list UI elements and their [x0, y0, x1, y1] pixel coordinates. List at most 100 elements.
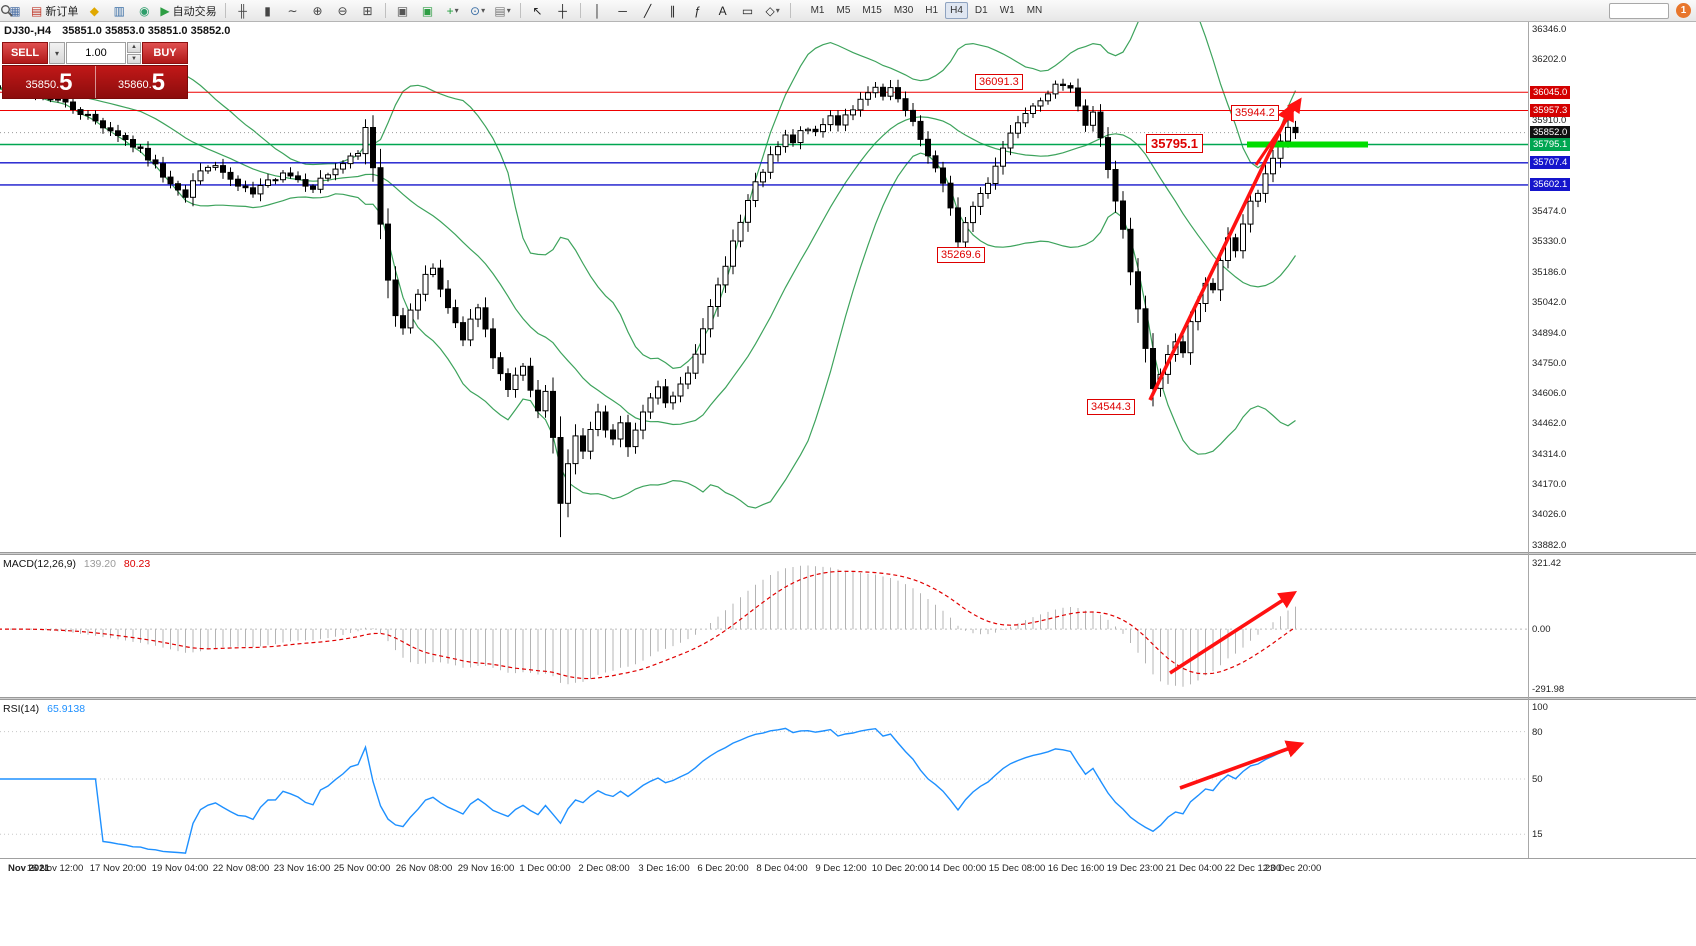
refresh-button[interactable]: ◉ — [132, 1, 156, 21]
macd-panel[interactable] — [0, 555, 1528, 697]
fibonacci-button[interactable]: ƒ — [686, 1, 710, 21]
zoom-in-button[interactable]: ⊕ — [306, 1, 330, 21]
macd-axis-label: -291.98 — [1532, 684, 1565, 696]
period-button[interactable]: ⊙ ▾ — [466, 1, 490, 21]
trendline-icon: ╱ — [643, 3, 652, 18]
macd-panel-separator[interactable] — [0, 552, 1696, 555]
lot-dropdown-icon[interactable]: ▾ — [49, 42, 65, 64]
rsi-panel[interactable] — [0, 700, 1528, 858]
buy-button[interactable]: BUY — [142, 42, 188, 64]
crosshair-button[interactable]: ┼ — [551, 1, 575, 21]
price-callout[interactable]: 35795.1 — [1146, 134, 1203, 153]
time-axis[interactable]: Nov 2021 16 Nov 12:00 17 Nov 20:00 19 Nov 0… — [0, 858, 1696, 879]
shapes-button[interactable]: ◇ ▾ — [761, 1, 785, 21]
price-callout[interactable]: 35269.6 — [937, 247, 985, 263]
rsi-value: 65.9138 — [47, 703, 86, 715]
toolbar: ▦ ▤ 新订单 ◆ ▥ ◉ ▶ 自动交易 ╫ ▮ ∼ ⊕ ⊖ ⊞ ▣ ▣ + ▾ ⊙ ▾ ▤ ▾ ↖ ┼ │ ─ ╱ ∥ ƒ A ▭ ◇ ▾ M1… — [0, 0, 1696, 22]
lot-increase-icon[interactable]: ▲ — [127, 42, 141, 53]
timeframe-m5[interactable]: M5 — [831, 2, 855, 19]
channel-button[interactable]: ∥ — [661, 1, 685, 21]
chart-window-button[interactable]: ▦ — [3, 1, 27, 21]
notification-badge[interactable]: 1 — [1676, 3, 1691, 18]
buy-price-small: 35860. — [117, 79, 152, 91]
price-axis-label: 35910.0 — [1532, 114, 1567, 126]
vertical-line-icon: │ — [593, 3, 602, 18]
chart-window-icon: ▦ — [9, 3, 21, 18]
price-axis[interactable]: 36346.0 36202.0 35910.0 35474.0 35330.0 35186… — [1529, 22, 1696, 858]
one-click-trading-panel: SELL ▾ ▲ ▼ BUY 35850. 5 35860. 5 — [2, 42, 188, 99]
time-axis-label: 16 Dec 16:00 — [1047, 863, 1105, 874]
vertical-line-button[interactable]: │ — [586, 1, 610, 21]
macd-main-value: 139.20 — [83, 558, 116, 570]
sell-price-big: 5 — [59, 69, 73, 96]
price-callout[interactable]: 36091.3 — [975, 74, 1023, 90]
trend-arrow[interactable] — [1148, 102, 1294, 401]
timeframe-w1[interactable]: W1 — [995, 2, 1020, 19]
macd-signal-value: 80.23 — [123, 558, 151, 570]
zoom-out-button[interactable]: ⊖ — [331, 1, 355, 21]
bar-chart-button[interactable]: ╫ — [231, 1, 255, 21]
price-axis-badge: 35852.0 — [1530, 126, 1571, 140]
trend-arrow[interactable] — [1254, 97, 1302, 166]
timeframe-d1[interactable]: D1 — [970, 2, 993, 19]
price-axis-label: 35186.0 — [1532, 266, 1567, 278]
sell-button[interactable]: SELL — [2, 42, 48, 64]
search-box — [1, 2, 1669, 19]
rsi-panel-separator[interactable] — [0, 697, 1696, 700]
time-axis-label: 21 Dec 04:00 — [1165, 863, 1223, 874]
sell-price[interactable]: 35850. 5 — [3, 66, 95, 98]
autotrading-button[interactable]: ▶ 自动交易 — [157, 1, 219, 21]
rsi-line — [0, 727, 1296, 854]
price-axis-badge: 35795.1 — [1530, 138, 1571, 151]
time-axis-label: 19 Nov 04:00 — [151, 863, 209, 874]
buy-price[interactable]: 35860. 5 — [95, 66, 187, 98]
timeframe-h1[interactable]: H1 — [920, 2, 943, 19]
template-icon: ▤ — [494, 3, 506, 18]
lot-decrease-icon[interactable]: ▼ — [127, 53, 141, 64]
text-button[interactable]: A — [711, 1, 735, 21]
template-button[interactable]: ▤ ▾ — [491, 1, 515, 21]
price-axis-badge: 35957.3 — [1530, 104, 1571, 117]
timeframe-h4[interactable]: H4 — [945, 2, 968, 19]
horizontal-line-button[interactable]: ─ — [611, 1, 635, 21]
price-chart[interactable] — [0, 22, 1528, 552]
chart-shift-icon: ▣ — [421, 3, 434, 18]
add-indicator-button[interactable]: + ▾ — [441, 1, 465, 21]
shapes-icon: ◇ — [765, 3, 775, 18]
candlestick-button[interactable]: ▮ — [256, 1, 280, 21]
time-axis-label: 22 Dec 12:00 — [1224, 863, 1282, 874]
toolbar-separator — [789, 3, 791, 18]
metaeditor-button[interactable]: ◆ — [82, 1, 106, 21]
timeframe-mn[interactable]: MN — [1022, 2, 1048, 19]
price-axis-label: 36202.0 — [1532, 53, 1567, 65]
timeframe-m1[interactable]: M1 — [806, 2, 830, 19]
market-watch-button[interactable]: ▥ — [107, 1, 131, 21]
trend-arrow[interactable] — [1179, 740, 1305, 790]
new-order-button[interactable]: ▤ 新订单 — [28, 1, 81, 21]
label-button[interactable]: ▭ — [736, 1, 760, 21]
macd-axis-label: 0.00 — [1532, 624, 1551, 636]
search-input[interactable] — [1609, 2, 1669, 19]
arrange-windows-icon: ▣ — [396, 3, 409, 18]
trendline-button[interactable]: ╱ — [636, 1, 660, 21]
bollinger-upper-band — [0, 22, 1297, 370]
timeframe-m30[interactable]: M30 — [889, 2, 918, 19]
rsi-name: RSI(14) — [3, 703, 40, 715]
chart-shift-button[interactable]: ▣ — [416, 1, 440, 21]
chevron-down-icon: ▾ — [481, 6, 486, 15]
arrange-windows-button[interactable]: ▣ — [391, 1, 415, 21]
candlestick-icon: ▮ — [264, 3, 271, 18]
time-axis-label: 15 Dec 08:00 — [988, 863, 1046, 874]
trend-arrow[interactable] — [1169, 591, 1298, 675]
cursor-button[interactable]: ↖ — [526, 1, 550, 21]
tile-windows-button[interactable]: ⊞ — [356, 1, 380, 21]
add-indicator-icon: + — [446, 3, 454, 18]
line-chart-button[interactable]: ∼ — [281, 1, 305, 21]
price-callout[interactable]: 34544.3 — [1087, 399, 1135, 415]
period-icon: ⊙ — [470, 3, 481, 18]
label-icon: ▭ — [741, 3, 754, 18]
price-callout[interactable]: 35944.2 — [1231, 105, 1279, 121]
timeframe-m15[interactable]: M15 — [857, 2, 886, 19]
lot-size-input[interactable] — [66, 42, 126, 64]
price-axis-label: 34026.0 — [1532, 509, 1567, 521]
